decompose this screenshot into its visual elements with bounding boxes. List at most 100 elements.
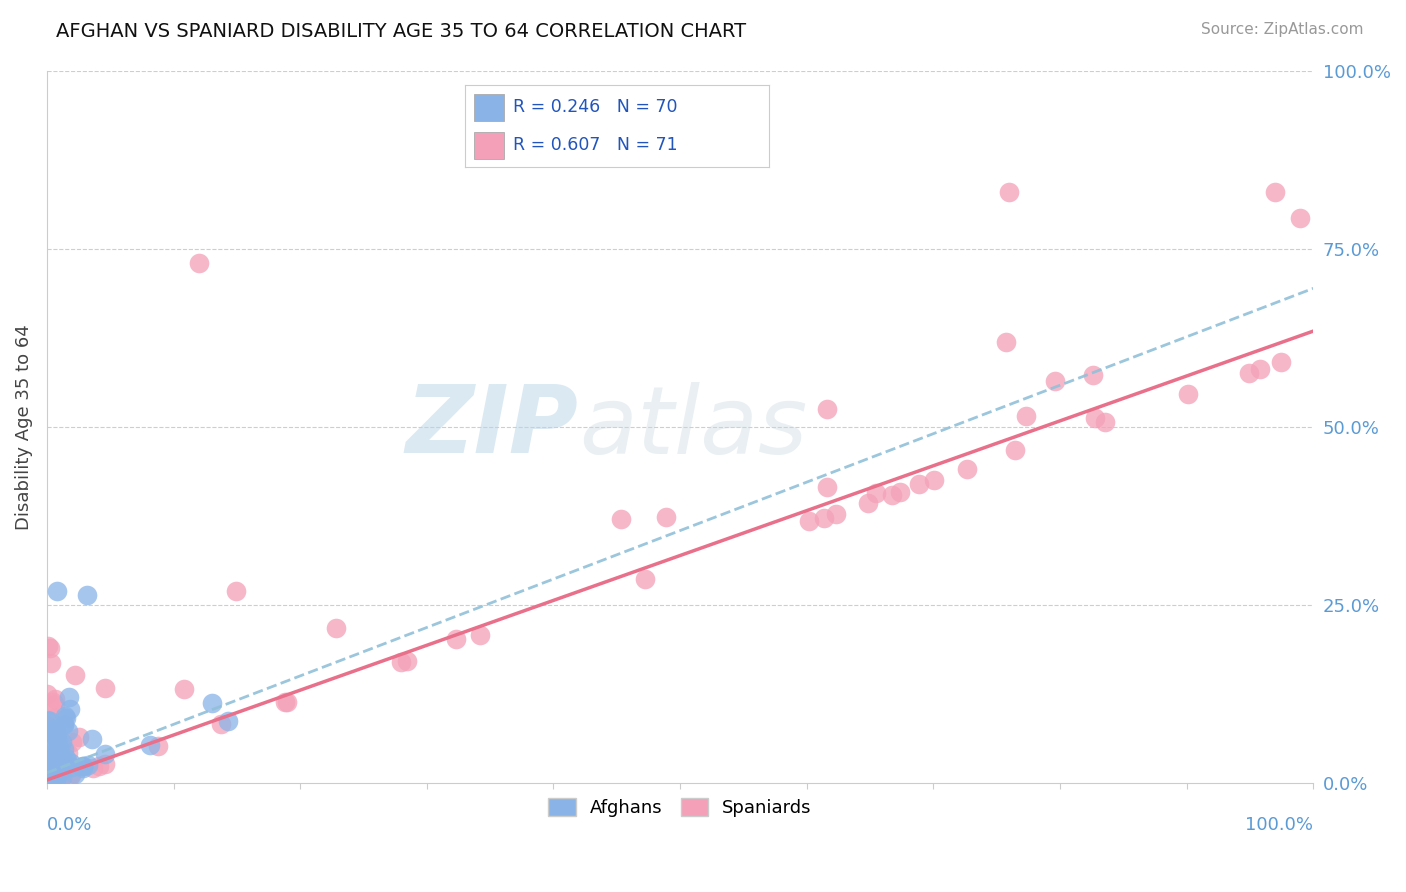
Point — [225, 584, 247, 599]
Point — [56, 724, 79, 739]
Point — [55, 710, 77, 724]
Point — [395, 654, 418, 668]
Point — [41, 764, 63, 779]
Point — [146, 739, 169, 753]
Point — [60, 735, 83, 749]
Y-axis label: Disability Age 35 to 64: Disability Age 35 to 64 — [15, 325, 32, 530]
Text: Source: ZipAtlas.com: Source: ZipAtlas.com — [1201, 22, 1364, 37]
Point — [94, 681, 117, 696]
Point — [39, 714, 62, 729]
Point — [1177, 387, 1199, 401]
Point — [67, 730, 90, 744]
Point — [856, 496, 879, 510]
Point — [815, 480, 838, 494]
Point — [45, 756, 67, 771]
Point — [46, 763, 69, 777]
Point — [42, 774, 65, 789]
Point — [42, 750, 65, 764]
Text: 0.0%: 0.0% — [46, 815, 93, 833]
Point — [44, 764, 66, 778]
Point — [44, 774, 66, 789]
Text: 100.0%: 100.0% — [1246, 815, 1313, 833]
Point — [58, 690, 80, 704]
Point — [1270, 355, 1292, 369]
Point — [908, 477, 931, 491]
Point — [46, 772, 69, 787]
Point — [41, 758, 63, 772]
Point — [46, 731, 69, 745]
Point — [865, 486, 887, 500]
Point — [209, 717, 232, 731]
Point — [1288, 211, 1310, 225]
Point — [60, 759, 83, 773]
Point — [37, 713, 59, 727]
Point — [39, 768, 62, 782]
Point — [72, 759, 94, 773]
Point — [42, 695, 65, 709]
Point — [76, 588, 98, 602]
Text: atlas: atlas — [579, 382, 807, 473]
Point — [41, 744, 63, 758]
Point — [139, 738, 162, 752]
Point — [815, 401, 838, 416]
Point — [45, 743, 67, 757]
Point — [60, 756, 83, 770]
Point — [42, 761, 65, 775]
Point — [44, 770, 66, 784]
Point — [46, 731, 69, 746]
Legend: Afghans, Spaniards: Afghans, Spaniards — [541, 790, 818, 824]
Point — [889, 485, 911, 500]
Point — [44, 698, 66, 712]
Point — [45, 771, 67, 785]
Point — [39, 756, 62, 771]
Point — [46, 584, 69, 599]
Point — [1237, 366, 1260, 380]
Point — [89, 758, 111, 772]
Point — [39, 756, 62, 770]
Point — [56, 746, 79, 760]
Point — [995, 334, 1018, 349]
Point — [44, 731, 66, 745]
Point — [42, 711, 65, 725]
Point — [201, 697, 224, 711]
Point — [389, 656, 412, 670]
Point — [49, 772, 72, 786]
Point — [45, 750, 67, 764]
Point — [48, 741, 70, 756]
Point — [51, 770, 73, 784]
Point — [49, 761, 72, 775]
Point — [998, 185, 1021, 199]
Point — [470, 628, 492, 642]
Point — [37, 639, 59, 653]
Point — [42, 723, 65, 738]
Point — [217, 714, 239, 728]
Point — [37, 753, 59, 767]
Point — [173, 681, 195, 696]
Point — [52, 717, 75, 731]
Point — [634, 572, 657, 586]
Point — [49, 749, 72, 764]
Point — [59, 702, 82, 716]
Point — [44, 771, 66, 785]
Point — [1015, 409, 1038, 423]
Point — [882, 488, 904, 502]
Point — [82, 732, 104, 747]
Point — [39, 761, 62, 775]
Point — [1043, 374, 1066, 388]
Point — [37, 687, 59, 701]
Point — [276, 694, 298, 708]
Point — [813, 511, 835, 525]
Point — [45, 771, 67, 785]
Point — [38, 775, 60, 789]
Point — [55, 751, 77, 765]
Point — [1264, 185, 1286, 199]
Point — [325, 621, 347, 635]
Point — [39, 764, 62, 778]
Point — [72, 759, 94, 773]
Point — [63, 767, 86, 781]
Point — [44, 723, 66, 738]
Point — [956, 462, 979, 476]
Point — [52, 758, 75, 772]
Point — [76, 758, 98, 772]
Point — [444, 632, 467, 647]
